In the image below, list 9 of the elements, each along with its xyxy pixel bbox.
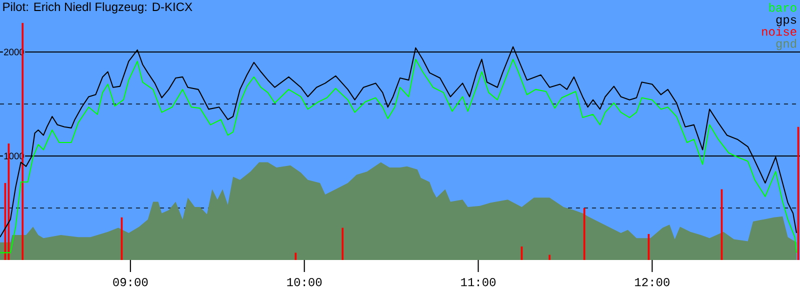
text: gnd xyxy=(776,38,796,50)
x-tick-label: 11:00 xyxy=(461,278,496,286)
chart-title: Pilot: Erich Niedl Flugzeug: D-KICX xyxy=(3,2,192,14)
text: gps xyxy=(776,17,796,26)
x-tick-label: 09:00 xyxy=(113,278,148,286)
text: baro xyxy=(769,2,796,12)
x-tick-label: 10:00 xyxy=(287,278,322,286)
text: noise xyxy=(762,26,796,36)
x-tick-label: 12:00 xyxy=(635,278,670,286)
